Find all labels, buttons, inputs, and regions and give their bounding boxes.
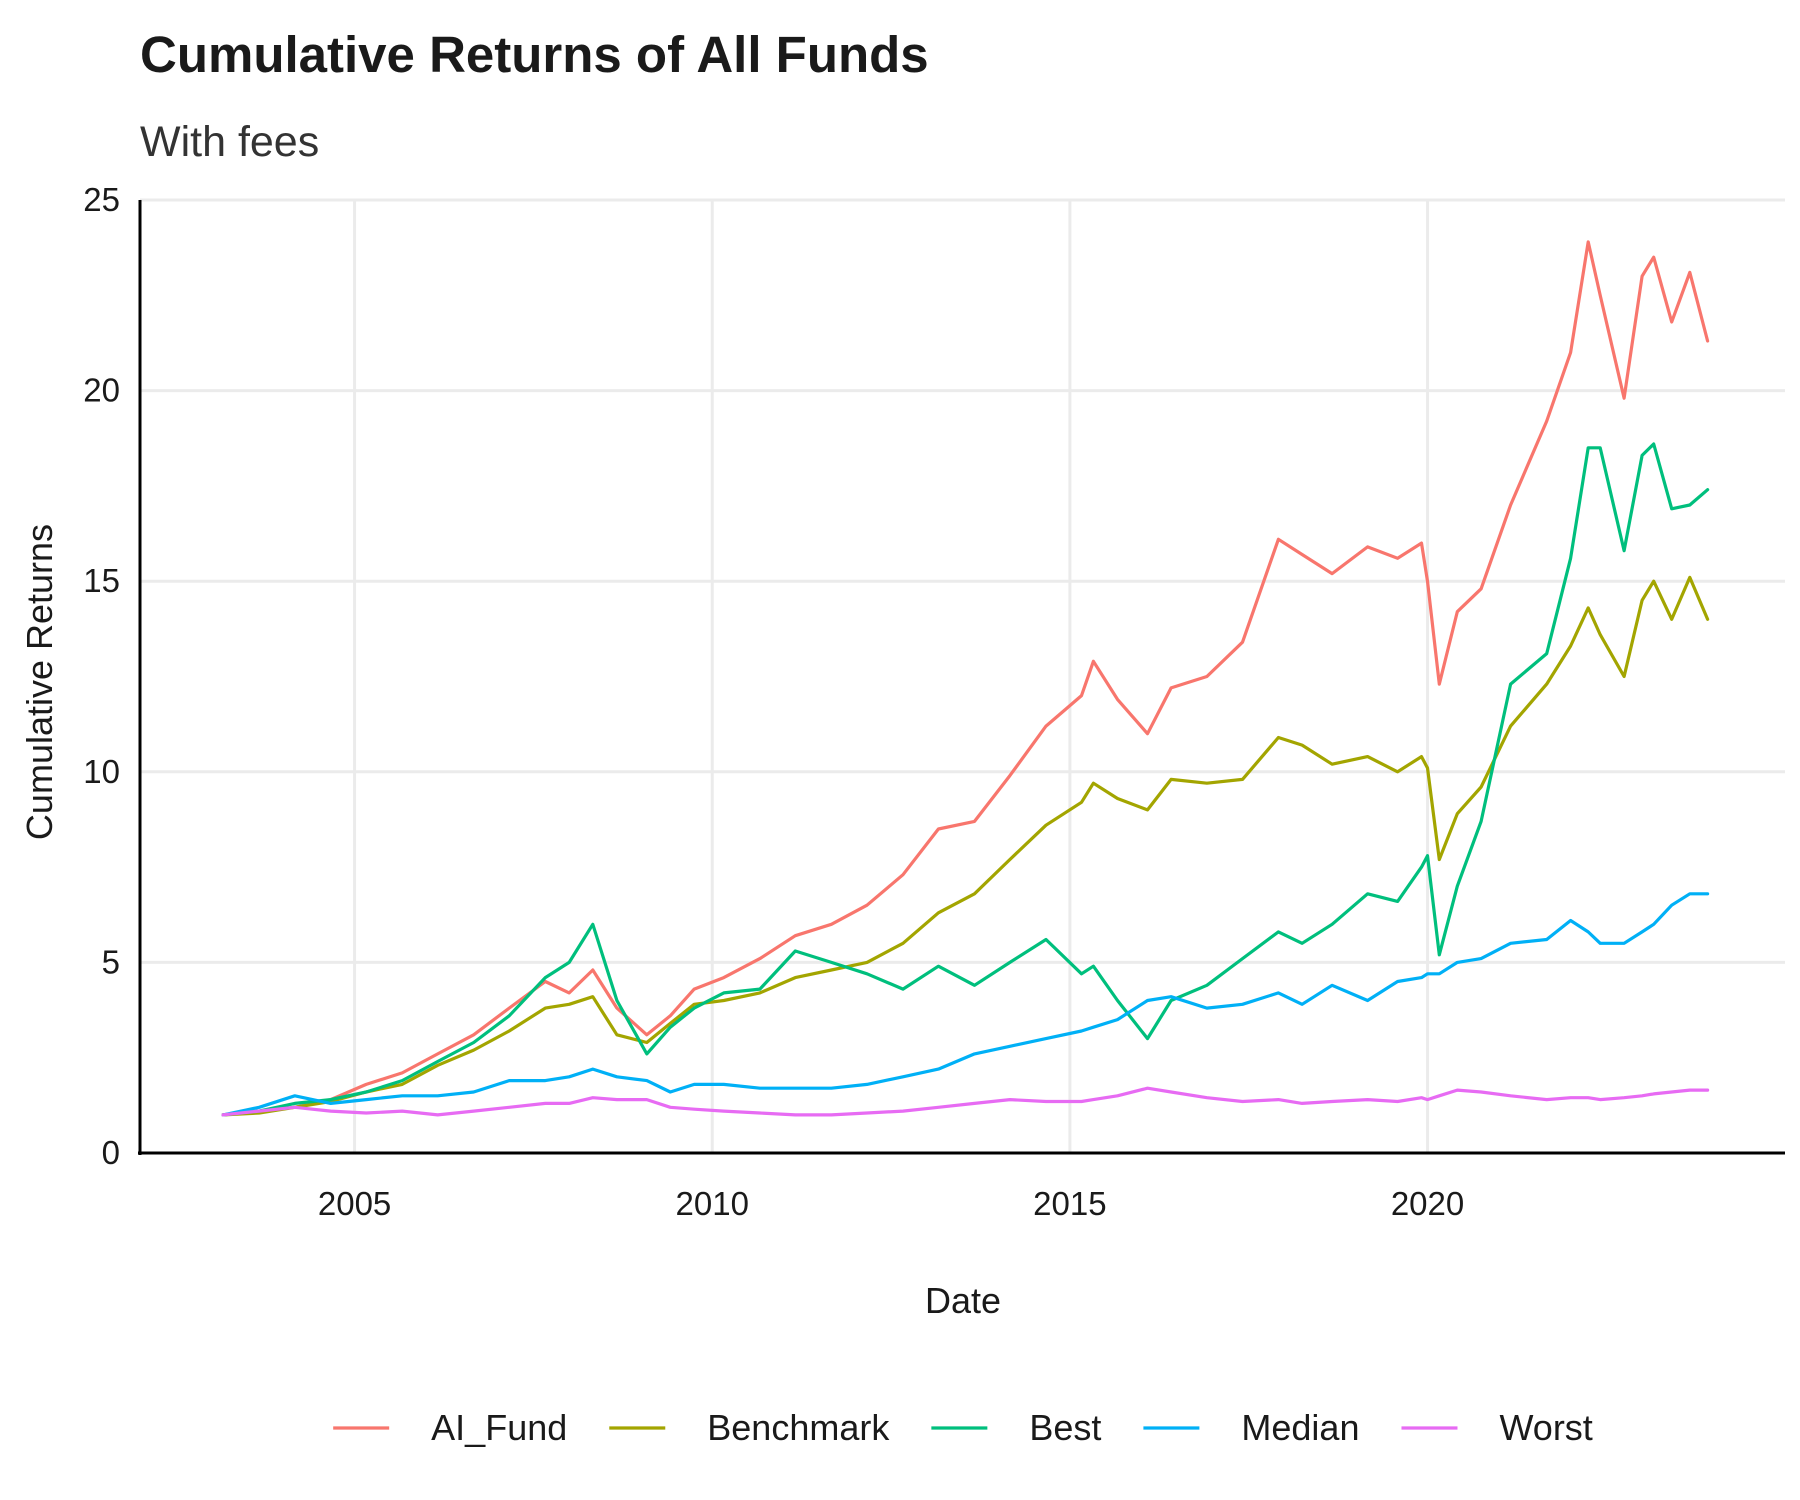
y-tick-label-1: 5 [102, 943, 120, 980]
x-axis-title: Date [925, 1280, 1001, 1321]
chart-subtitle: With fees [140, 118, 319, 166]
x-tick-label-3: 2020 [1391, 1185, 1464, 1222]
series-lines [221, 240, 1710, 1117]
legend-label-ai-fund: AI_Fund [431, 1407, 567, 1448]
axes [138, 200, 1785, 1155]
y-axis-title: Cumulative Returns [19, 524, 60, 840]
x-axis-tick-labels: 2005 2010 2015 2020 [318, 1185, 1464, 1222]
series-line-worst [221, 1086, 1710, 1117]
chart-title: Cumulative Returns of All Funds [140, 26, 929, 83]
legend-label-best: Best [1029, 1407, 1101, 1448]
y-axis-tick-labels: 0 5 10 15 20 25 [83, 181, 120, 1171]
legend-label-median: Median [1241, 1407, 1359, 1448]
series-line-ai-fund [221, 240, 1710, 1117]
y-tick-label-0: 0 [102, 1134, 120, 1171]
legend-label-worst: Worst [1499, 1407, 1592, 1448]
y-tick-label-2: 10 [83, 753, 120, 790]
grid-lines [140, 198, 1785, 1155]
series-line-benchmark [221, 575, 1710, 1117]
legend-label-benchmark: Benchmark [707, 1407, 890, 1448]
x-tick-label-0: 2005 [318, 1185, 391, 1222]
series-line-best [221, 442, 1710, 1117]
series-line-median [221, 892, 1710, 1117]
legend: AI_Fund Benchmark Best Median Worst [333, 1407, 1593, 1448]
x-tick-label-2: 2015 [1033, 1185, 1106, 1222]
y-tick-label-4: 20 [83, 372, 120, 409]
y-tick-label-3: 15 [83, 562, 120, 599]
y-tick-label-5: 25 [83, 181, 120, 218]
x-tick-label-1: 2010 [676, 1185, 749, 1222]
